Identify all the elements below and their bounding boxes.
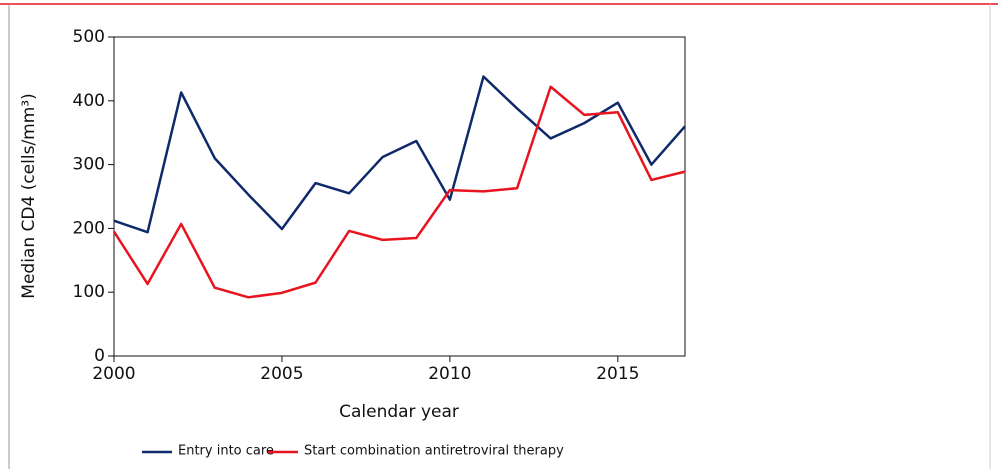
x-tick-label: 2005 <box>260 364 303 384</box>
x-axis-label: Calendar year <box>339 402 459 422</box>
y-tick-label: 0 <box>94 346 105 366</box>
plot-frame <box>113 36 686 357</box>
y-tick-label: 100 <box>73 282 105 302</box>
x-tick-label: 2015 <box>596 364 639 384</box>
legend-label: Entry into care <box>178 444 274 459</box>
y-tick-label: 200 <box>73 218 105 238</box>
x-tick-label: 2000 <box>92 364 135 384</box>
y-tick-label: 300 <box>73 155 105 175</box>
series-line <box>112 85 686 299</box>
series-line <box>113 75 686 234</box>
x-tick-label: 2010 <box>428 364 471 384</box>
y-tick-label: 500 <box>73 27 105 47</box>
y-tick-label: 400 <box>73 91 105 111</box>
y-axis-label: Median CD4 (cells/mm³) <box>19 93 39 298</box>
legend-label: Start combination antiretroviral therapy <box>304 444 564 459</box>
